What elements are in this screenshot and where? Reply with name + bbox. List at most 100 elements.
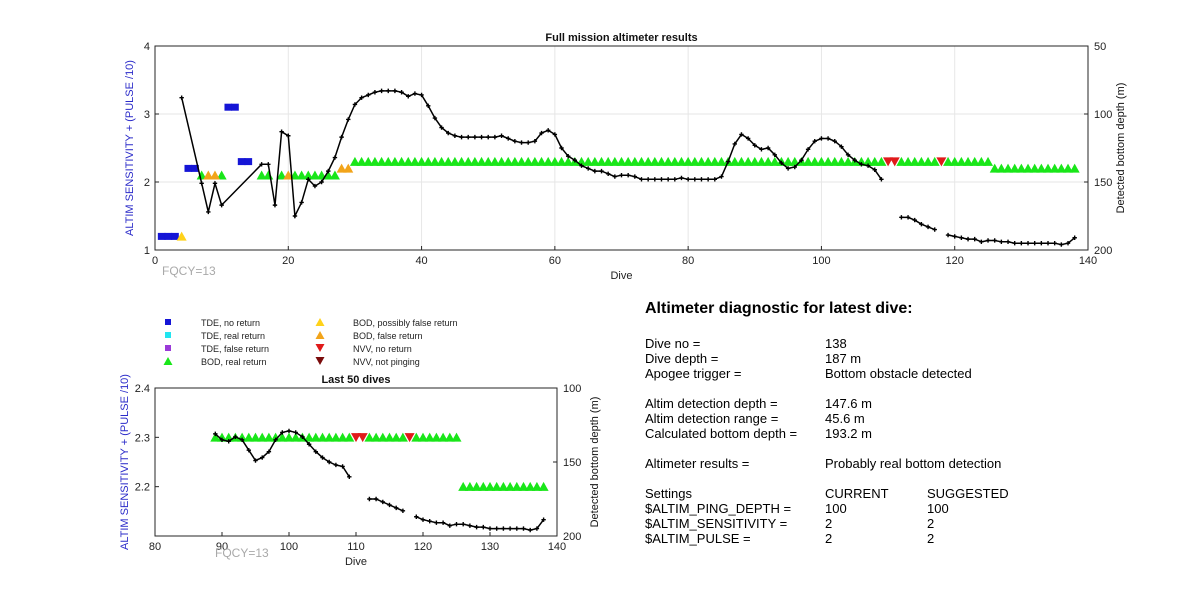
bod-real-return-marker — [956, 156, 967, 166]
bottom-depth-point — [605, 171, 611, 177]
bottom-depth-point — [732, 141, 737, 147]
bottom-depth-point — [521, 526, 526, 531]
fqcy-annotation: FQCY=13 — [162, 264, 216, 278]
bottom-depth-point — [372, 90, 378, 95]
legend-triangle-up-icon — [315, 318, 325, 326]
bod-real-return-marker — [371, 432, 382, 442]
bottom-depth-point — [859, 162, 864, 167]
bottom-depth-point — [659, 177, 664, 182]
bod-real-return-marker — [317, 432, 328, 442]
legend-square-icon — [165, 319, 171, 325]
bottom-depth-point — [206, 209, 211, 215]
bottom-depth-point — [559, 145, 564, 151]
fqcy-annotation: FQCY=13 — [215, 546, 269, 560]
bottom-depth-point — [487, 526, 493, 531]
bod-real-return-marker — [323, 170, 334, 180]
suggested-column-header: SUGGESTED — [927, 486, 1009, 501]
bod-real-return-marker — [816, 156, 827, 166]
bod-real-return-marker — [257, 432, 268, 442]
bod-real-return-marker — [431, 432, 442, 442]
bottom-depth-point — [1052, 241, 1057, 246]
bottom-depth-point — [632, 174, 638, 179]
x-tick-label: 80 — [682, 255, 694, 267]
bottom-depth-point — [519, 140, 524, 145]
y2-axis-label: Detected bottom depth (m) — [1115, 83, 1127, 214]
bod-real-return-marker — [743, 156, 754, 166]
altim-detection-depth-label: Altim detection depth = — [645, 396, 778, 411]
bod-real-return-marker — [485, 481, 495, 491]
x-tick-label: 120 — [414, 541, 432, 553]
bottom-depth-point — [652, 177, 658, 182]
bottom-depth-point — [313, 449, 318, 454]
bod-real-return-marker — [377, 432, 388, 442]
bottom-depth-point — [501, 526, 506, 531]
legend-label: NVV, no return — [353, 344, 412, 354]
bottom-depth-point — [454, 521, 459, 527]
bod-real-return-marker — [516, 156, 527, 166]
spacer — [645, 441, 1185, 456]
bod-real-return-marker — [518, 481, 529, 491]
bottom-depth-point — [219, 202, 224, 208]
bod-real-return-marker — [843, 156, 854, 166]
tde-marker — [164, 232, 173, 240]
bod-real-return-marker — [536, 156, 547, 166]
bod-real-return-marker — [663, 156, 674, 166]
bod-real-return-marker — [1029, 163, 1040, 173]
bottom-depth-point — [359, 95, 364, 100]
bottom-depth-point — [705, 177, 711, 182]
bottom-depth-point — [260, 455, 265, 460]
bottom-depth-point — [972, 236, 977, 242]
bottom-depth-point — [979, 239, 984, 245]
bottom-depth-point — [479, 134, 484, 140]
bottom-depth-point — [320, 455, 325, 460]
bottom-depth-point — [346, 117, 351, 122]
bod-real-return-marker — [391, 432, 402, 442]
bottom-depth-point — [645, 177, 651, 182]
bod-real-return-marker — [616, 156, 627, 166]
bottom-depth-point — [792, 164, 797, 170]
bottom-depth-point — [312, 183, 318, 189]
bod-real-return-marker — [709, 156, 720, 166]
bod-real-return-marker — [449, 156, 460, 166]
apogee-trigger-label: Apogee trigger = — [645, 366, 742, 381]
legend-label: TDE, no return — [201, 318, 260, 328]
x-tick-label: 120 — [946, 255, 964, 267]
bottom-depth-point — [246, 447, 251, 453]
dive-no-label: Dive no = — [645, 336, 701, 351]
bod-real-return-marker — [869, 156, 880, 166]
bottom-depth-point — [619, 173, 624, 178]
row-apogee-trigger: Apogee trigger = Bottom obstacle detecte… — [645, 366, 1185, 381]
bottom-depth-point — [752, 143, 757, 148]
row-sensitivity: $ALTIM_SENSITIVITY = 2 2 — [645, 516, 1185, 531]
bottom-depth-point — [852, 158, 857, 163]
bottom-depth-point — [380, 499, 385, 505]
nvv-no-return-marker — [889, 157, 900, 167]
bottom-depth-point — [592, 168, 598, 174]
nvv-no-return-marker — [883, 157, 894, 167]
bod-real-return-marker — [503, 156, 514, 166]
bottom-depth-point — [572, 158, 578, 163]
bottom-depth-point — [992, 238, 997, 243]
bottom-depth-point — [832, 139, 837, 144]
bottom-depth-point — [759, 147, 764, 152]
bottom-depth-line — [180, 90, 883, 219]
bottom-depth-line — [369, 498, 404, 512]
tde-marker — [231, 103, 239, 111]
bod-real-return-marker — [803, 156, 814, 166]
row-altim-detection-depth: Altim detection depth = 147.6 m — [645, 396, 1185, 411]
bottom-depth-point — [959, 235, 964, 240]
bottom-depth-point — [292, 213, 298, 219]
bottom-depth-point — [712, 177, 717, 182]
chart-title: Full mission altimeter results — [545, 32, 697, 44]
row-dive-depth: Dive depth = 187 m — [645, 351, 1185, 366]
bottom-depth-point — [612, 174, 618, 179]
x-tick-label: 90 — [216, 541, 228, 553]
row-pulse: $ALTIM_PULSE = 2 2 — [645, 531, 1185, 546]
bottom-depth-point — [507, 526, 513, 531]
sensitivity-suggested: 2 — [927, 516, 935, 531]
x-tick-label: 130 — [481, 541, 499, 553]
bod-real-return-marker — [763, 156, 774, 166]
bottom-depth-point — [552, 132, 558, 137]
bottom-depth-point — [306, 177, 311, 182]
bottom-depth-point — [579, 163, 584, 168]
